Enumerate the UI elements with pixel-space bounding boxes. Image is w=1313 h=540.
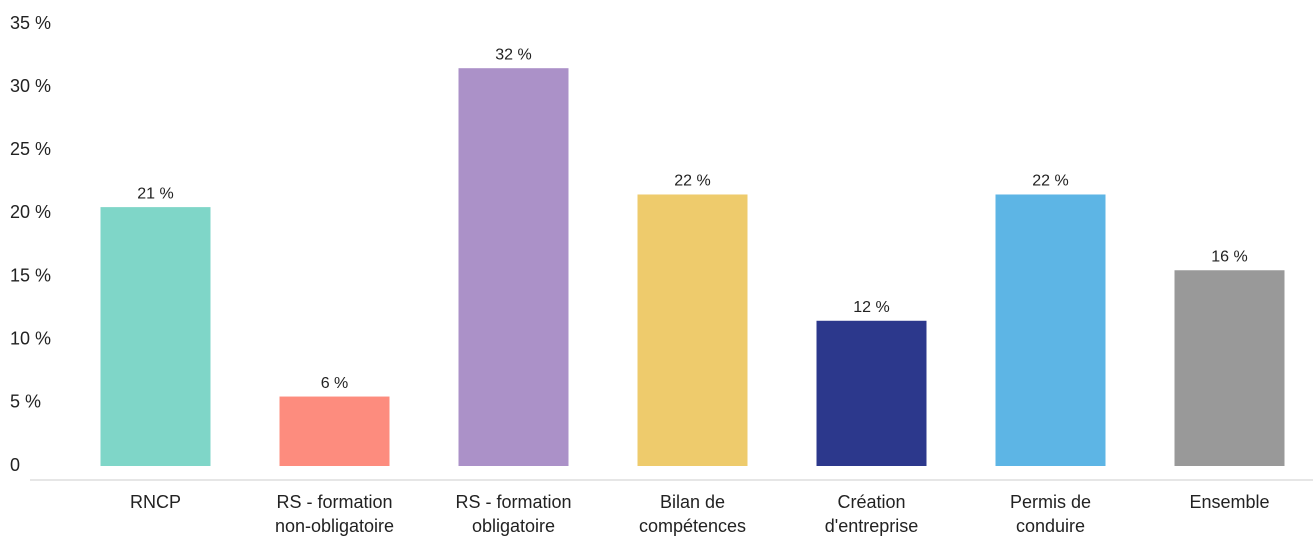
bar — [816, 320, 927, 466]
bar — [279, 396, 390, 466]
y-tick-label: 35 % — [10, 13, 51, 33]
x-tick-label: Ensemble — [1189, 492, 1269, 512]
bar — [100, 207, 211, 466]
y-tick-label: 0 — [10, 455, 20, 475]
x-tick-line: RS - formation — [455, 492, 571, 512]
y-tick-label: 5 % — [10, 392, 41, 412]
x-tick-label: Bilan de compétences — [639, 492, 746, 536]
data-label: 16 % — [1211, 248, 1247, 265]
data-label: 6 % — [321, 375, 349, 392]
x-tick-label: Permis de conduire — [1010, 492, 1091, 536]
x-tick-line: non-obligatoire — [275, 516, 394, 536]
x-tick-label: Création d'entreprise — [825, 492, 919, 536]
y-tick-label: 30 % — [10, 76, 51, 96]
x-tick-line: obligatoire — [472, 516, 555, 536]
x-tick-label: RNCP — [130, 492, 181, 512]
x-tick-line: d'entreprise — [825, 516, 919, 536]
x-tick-line: Ensemble — [1189, 492, 1269, 512]
bar — [637, 194, 748, 466]
data-label: 32 % — [495, 46, 531, 63]
data-label: 21 % — [137, 185, 173, 202]
y-tick-label: 25 % — [10, 139, 51, 159]
x-tick-line: Bilan de — [660, 492, 725, 512]
x-tick-line: compétences — [639, 516, 746, 536]
x-tick-line: conduire — [1016, 516, 1085, 536]
bar — [995, 194, 1106, 466]
y-tick-label: 20 % — [10, 202, 51, 222]
y-tick-label: 10 % — [10, 328, 51, 348]
data-label: 22 % — [674, 173, 710, 190]
x-tick-label: RS - formation obligatoire — [455, 492, 571, 536]
bar — [458, 68, 569, 466]
x-tick-line: Permis de — [1010, 492, 1091, 512]
data-label: 12 % — [853, 299, 889, 316]
x-tick-line: RS - formation — [276, 492, 392, 512]
x-tick-line: Création — [837, 492, 905, 512]
y-tick-label: 15 % — [10, 265, 51, 285]
x-tick-line: RNCP — [130, 492, 181, 512]
x-tick-label: RS - formation non-obligatoire — [275, 492, 394, 536]
data-label: 22 % — [1032, 173, 1068, 190]
bar — [1174, 270, 1285, 466]
